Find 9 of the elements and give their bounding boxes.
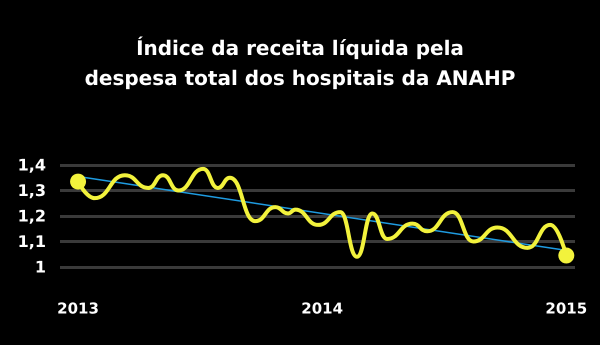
- y-tick-label: 1,4: [18, 156, 46, 174]
- y-tick-label: 1,2: [18, 206, 46, 226]
- y-tick-label: 1,3: [18, 181, 46, 200]
- y-tick-label: 1: [34, 258, 46, 276]
- x-tick-label: 2013: [57, 300, 99, 318]
- chart-title: Índice da receita líquida pela despesa total dos hospitais da ANAHP: [84, 36, 516, 90]
- y-tick-label: 1,1: [18, 232, 46, 251]
- x-tick-label: 2014: [301, 300, 344, 318]
- x-tick-label: 2015: [545, 300, 588, 318]
